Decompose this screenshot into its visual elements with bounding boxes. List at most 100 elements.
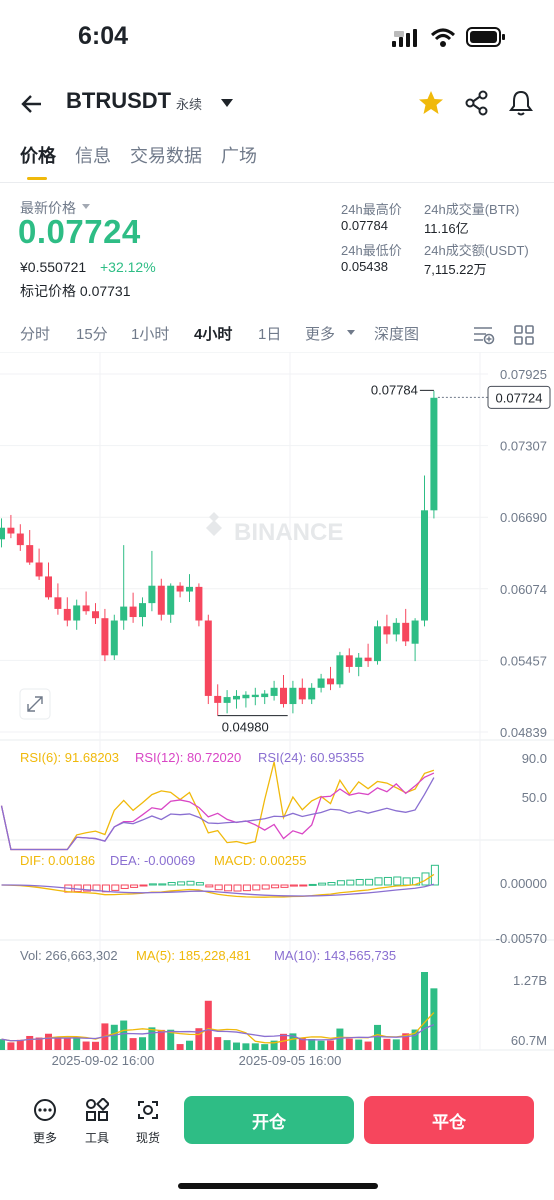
ma5-legend: MA(5): 185,228,481 [136, 948, 251, 963]
macd-histogram-bar [148, 883, 157, 886]
volume-bar [327, 1040, 334, 1050]
volume-bar [223, 1040, 231, 1050]
candle-body [7, 527, 15, 534]
volume-bar [120, 1020, 128, 1050]
candle-body [383, 626, 391, 635]
volume-bar [73, 1036, 81, 1050]
macd-histogram-bar [346, 879, 355, 886]
kline-chart-svg[interactable]: BINANCE 0.07925 0.07307 0.06690 0.06074 0.05… [0, 351, 554, 1082]
layout-grid-icon[interactable] [514, 325, 534, 345]
volume-bar [261, 1044, 269, 1050]
open-position-button[interactable]: 开仓 [184, 1096, 354, 1144]
interval-4h[interactable]: 4小时 [194, 326, 233, 343]
binance-watermark: BINANCE [206, 512, 343, 546]
macd-histogram-bar [83, 884, 92, 892]
symbol-dropdown-icon[interactable] [220, 98, 234, 108]
volume-bar [411, 1029, 419, 1050]
interval-timeline[interactable]: 分时 [20, 326, 51, 343]
last-price-label[interactable]: 最新价格 [20, 200, 76, 216]
macd-histogram-bar [158, 883, 167, 886]
volume-bar [63, 1038, 71, 1050]
volume-bar [336, 1028, 344, 1050]
fullscreen-button[interactable] [19, 688, 51, 720]
candle-body [374, 626, 381, 662]
macd-histogram-bar [393, 876, 402, 886]
candle-body [261, 693, 269, 698]
candle-body [73, 605, 81, 621]
kline-chart[interactable]: BINANCE 0.07925 0.07307 0.06690 0.06074 0.05… [0, 351, 554, 1082]
tab-price[interactable]: 价格 [20, 146, 56, 166]
symbol-title[interactable]: BTRUSDT [66, 88, 172, 113]
candle-body [26, 545, 34, 563]
notification-bell-icon[interactable] [508, 89, 534, 117]
volume-bar [0, 1039, 5, 1050]
rsi-tick-50: 50.0 [522, 790, 547, 805]
wifi-icon [430, 28, 456, 47]
volume-bar [35, 1037, 43, 1050]
close-position-button[interactable]: 平仓 [364, 1096, 534, 1144]
mark-price: 标记价格 0.07731 [20, 281, 131, 301]
price-axis-tick-2: 0.06690 [500, 510, 547, 525]
tab-trading-data[interactable]: 交易数据 [130, 146, 202, 166]
indicator-settings-icon[interactable] [473, 325, 495, 345]
tab-info[interactable]: 信息 [75, 146, 111, 166]
back-arrow-icon[interactable] [20, 92, 44, 116]
main-tabs: 价格 信息 交易数据 广场 [0, 142, 554, 182]
candle-body [345, 655, 353, 667]
volume-bar [317, 1040, 325, 1050]
more-dots-icon [34, 1099, 56, 1121]
candle-body [421, 510, 428, 621]
volume-bar [298, 1037, 306, 1050]
interval-depth[interactable]: 深度图 [374, 326, 420, 343]
interval-15m[interactable]: 15分 [76, 326, 108, 343]
macd-histogram-bar [336, 880, 345, 886]
macd-histogram-bar [261, 884, 270, 890]
tab-square[interactable]: 广场 [221, 146, 257, 166]
favorite-star-icon[interactable] [418, 90, 444, 116]
candle-body [242, 694, 250, 699]
rsi24-legend: RSI(24): 60.95355 [258, 750, 364, 765]
price-axis-tick-5: 0.04839 [500, 725, 547, 740]
macd-histogram-bar [139, 884, 148, 887]
candle-body [308, 687, 316, 700]
volume-legend: Vol: 266,663,302 [20, 948, 118, 963]
dif-legend: DIF: 0.00186 [20, 853, 95, 868]
candle-body [129, 606, 137, 618]
interval-more[interactable]: 更多 [305, 326, 336, 343]
status-bar: 6:04 [0, 0, 554, 76]
candle-body [35, 562, 43, 577]
tools-label: 工具 [84, 1131, 109, 1145]
macd-histogram-bar [205, 884, 214, 888]
watermark-text: BINANCE [234, 519, 343, 546]
price-change-percent: +32.12% [100, 259, 156, 275]
more-label: 更多 [32, 1131, 57, 1145]
candle-body [63, 608, 71, 621]
tools-tool[interactable]: 工具 [77, 1096, 117, 1146]
share-icon[interactable] [464, 90, 490, 116]
current-price-tag: 0.07724 [496, 390, 543, 405]
interval-1d[interactable]: 1日 [258, 326, 282, 343]
volume-bar [280, 1033, 287, 1050]
volume-bar [157, 1029, 165, 1050]
spot-tool[interactable]: 现货 [128, 1098, 168, 1146]
candle-body [289, 687, 297, 705]
macd-histogram-bar [280, 884, 289, 888]
more-tool[interactable]: 更多 [25, 1098, 65, 1146]
macd-histogram-bar [374, 877, 383, 886]
volume-bar [214, 1037, 222, 1050]
candle-body [336, 655, 344, 685]
volume-bar [82, 1041, 90, 1050]
interval-1h[interactable]: 1小时 [131, 326, 170, 343]
bottom-action-bar: 更多 工具 现货 开仓 平仓 [0, 1088, 554, 1200]
candle-body [233, 695, 240, 700]
candle-body [157, 585, 165, 615]
high-24h-value: 0.07784 [341, 218, 388, 233]
last-price-dropdown-icon[interactable] [81, 203, 91, 211]
candle-body [16, 533, 24, 546]
mark-price-label: 标记价格 [20, 283, 76, 299]
candle-body [411, 620, 419, 644]
dif-line [1, 873, 435, 898]
more-dropdown-icon[interactable] [346, 329, 356, 337]
candle-body [176, 585, 184, 592]
signal-icon [392, 29, 417, 47]
